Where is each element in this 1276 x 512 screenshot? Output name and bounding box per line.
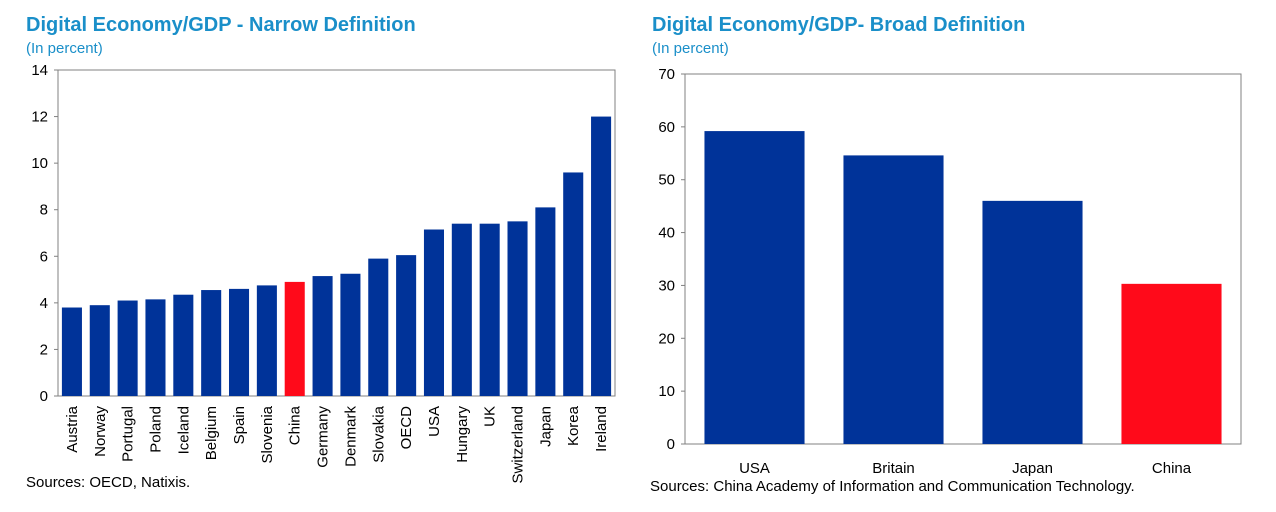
- x-tick-label: Belgium: [203, 406, 220, 460]
- x-tick-label: Ireland: [593, 406, 610, 452]
- bar-belgium: [201, 290, 222, 396]
- y-tick-label: 40: [658, 225, 675, 242]
- narrow-definition-chart: Digital Economy/GDP - Narrow Definition …: [26, 14, 616, 491]
- bar-denmark: [340, 273, 361, 396]
- y-tick-label: 30: [658, 277, 675, 294]
- y-tick-label: 70: [658, 66, 675, 83]
- y-tick-label: 60: [658, 119, 675, 136]
- chart-subtitle: (In percent): [652, 40, 729, 57]
- bar-china: [1121, 283, 1222, 444]
- bar-usa: [704, 131, 805, 445]
- bar-ireland: [591, 116, 612, 397]
- x-tick-label: Slovakia: [370, 405, 387, 462]
- chart-title: Digital Economy/GDP - Narrow Definition: [26, 14, 416, 36]
- chart-subtitle: (In percent): [26, 40, 103, 57]
- chart-source: Sources: OECD, Natixis.: [26, 474, 191, 491]
- bar-britain: [843, 155, 944, 444]
- bar-portugal: [117, 300, 138, 396]
- chart-source: Sources: China Academy of Information an…: [650, 478, 1135, 495]
- y-tick-label: 0: [667, 436, 675, 453]
- x-tick-label: Austria: [64, 405, 81, 452]
- x-tick-label: Iceland: [175, 406, 192, 454]
- bar-norway: [89, 305, 110, 396]
- bar-china: [284, 281, 305, 396]
- y-tick-label: 10: [658, 383, 675, 400]
- plot-area: [57, 69, 616, 397]
- x-tick-label: Japan: [537, 406, 554, 447]
- y-tick-label: 14: [31, 62, 48, 79]
- bar-poland: [145, 299, 166, 396]
- x-tick-label: Slovenia: [259, 405, 276, 463]
- x-tick-label: Britain: [872, 460, 915, 477]
- x-tick-label: USA: [426, 406, 443, 437]
- bar-japan: [535, 207, 556, 396]
- bar-korea: [563, 172, 584, 396]
- y-tick-label: 12: [31, 109, 48, 126]
- bar-chart-narrow: 0 2 4 6 8 10 12 14 Austria Norway Portugal Poland Ic…: [31, 62, 616, 484]
- x-tick-label: Korea: [565, 405, 582, 446]
- chart-title: Digital Economy/GDP- Broad Definition: [652, 14, 1026, 36]
- x-tick-label: Denmark: [342, 406, 359, 467]
- y-tick-label: 8: [40, 202, 48, 219]
- y-tick-label: 50: [658, 172, 675, 189]
- x-tick-label: Switzerland: [510, 406, 527, 484]
- x-tick-label: Portugal: [120, 406, 137, 462]
- x-tick-label: Spain: [231, 406, 248, 444]
- x-tick-label: Germany: [315, 406, 332, 468]
- bar-oecd: [396, 255, 417, 396]
- y-tick-label: 6: [40, 248, 48, 265]
- bar-uk: [479, 223, 500, 396]
- x-tick-label: Hungary: [454, 406, 471, 463]
- bar-iceland: [173, 294, 194, 396]
- bar-hungary: [451, 223, 472, 396]
- y-tick-label: 4: [40, 295, 48, 312]
- x-tick-label: China: [287, 405, 304, 445]
- bar-germany: [312, 276, 333, 396]
- x-tick-label: USA: [739, 460, 770, 477]
- y-tick-label: 10: [31, 155, 48, 172]
- bar-switzerland: [507, 221, 528, 396]
- broad-definition-chart: Digital Economy/GDP- Broad Definition (I…: [638, 0, 1276, 512]
- bar-austria: [61, 307, 82, 396]
- bar-usa: [423, 229, 445, 396]
- x-tick-label: Japan: [1012, 460, 1053, 477]
- bar-slovakia: [368, 258, 389, 396]
- y-tick-label: 0: [40, 388, 48, 405]
- x-tick-label: OECD: [398, 406, 415, 450]
- x-tick-label: UK: [482, 406, 499, 427]
- x-tick-label: Poland: [147, 406, 164, 453]
- y-tick-label: 20: [658, 330, 675, 347]
- bar-slovenia: [256, 285, 277, 396]
- bar-spain: [228, 288, 250, 396]
- bar-japan: [982, 200, 1083, 444]
- bar-chart-broad: 0 10 20 30 40 50 60 70 USA Britain Japan China: [658, 66, 1242, 477]
- x-tick-label: Norway: [92, 406, 109, 457]
- y-tick-label: 2: [40, 341, 48, 358]
- x-tick-label: China: [1152, 460, 1192, 477]
